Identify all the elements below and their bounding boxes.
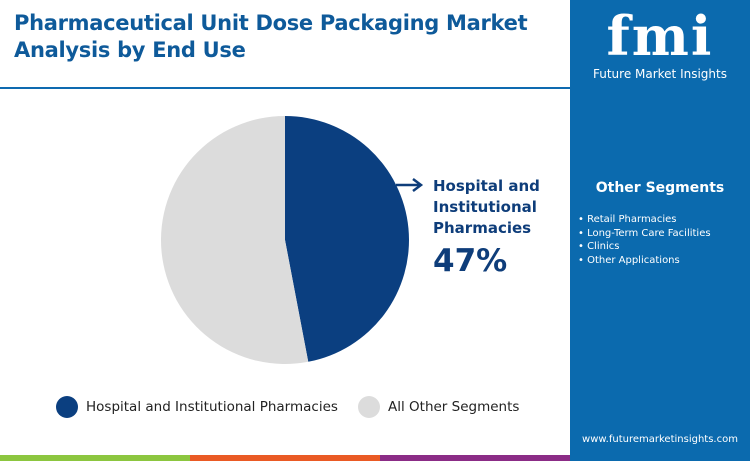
segment-item: Clinics <box>578 240 711 254</box>
legend-item-other: All Other Segments <box>358 396 519 418</box>
callout-line3: Pharmacies <box>433 219 532 237</box>
pie-slice-1 <box>161 116 309 364</box>
pie-slice-0 <box>285 116 409 362</box>
fmi-logo: fmi Future Market Insights <box>570 0 750 100</box>
legend-swatch <box>56 396 78 418</box>
footer-bar-orange <box>190 455 380 461</box>
legend-label: All Other Segments <box>388 399 520 415</box>
footer-bar-green <box>0 455 190 461</box>
logo-mark: fmi <box>606 4 714 68</box>
callout: Hospital and Institutional Pharmacies 47… <box>433 176 540 281</box>
callout-line1: Hospital and <box>433 177 540 195</box>
page-title: Pharmaceutical Unit Dose Packaging Marke… <box>14 11 528 62</box>
segment-item: Long-Term Care Facilities <box>578 227 711 241</box>
legend-label: Hospital and Institutional Pharmacies <box>86 399 338 415</box>
other-segments-list: Retail Pharmacies Long-Term Care Facilit… <box>578 213 711 267</box>
segment-item: Retail Pharmacies <box>578 213 711 227</box>
website-link[interactable]: www.futuremarketinsights.com <box>582 434 738 445</box>
other-segments-title: Other Segments <box>595 180 725 196</box>
legend-item-hospital: Hospital and Institutional Pharmacies <box>56 396 338 418</box>
logo-subtitle: Future Market Insights <box>592 67 727 81</box>
legend-swatch <box>358 396 380 418</box>
callout-line2: Institutional <box>433 198 537 216</box>
callout-arrow-icon <box>396 178 424 192</box>
callout-value: 47% <box>433 243 508 279</box>
footer-bar-purple <box>380 455 570 461</box>
segment-item: Other Applications <box>578 254 711 268</box>
side-panel: fmi Future Market Insights Other Segment… <box>570 0 750 461</box>
pie-chart <box>161 116 424 364</box>
divider <box>0 87 570 89</box>
